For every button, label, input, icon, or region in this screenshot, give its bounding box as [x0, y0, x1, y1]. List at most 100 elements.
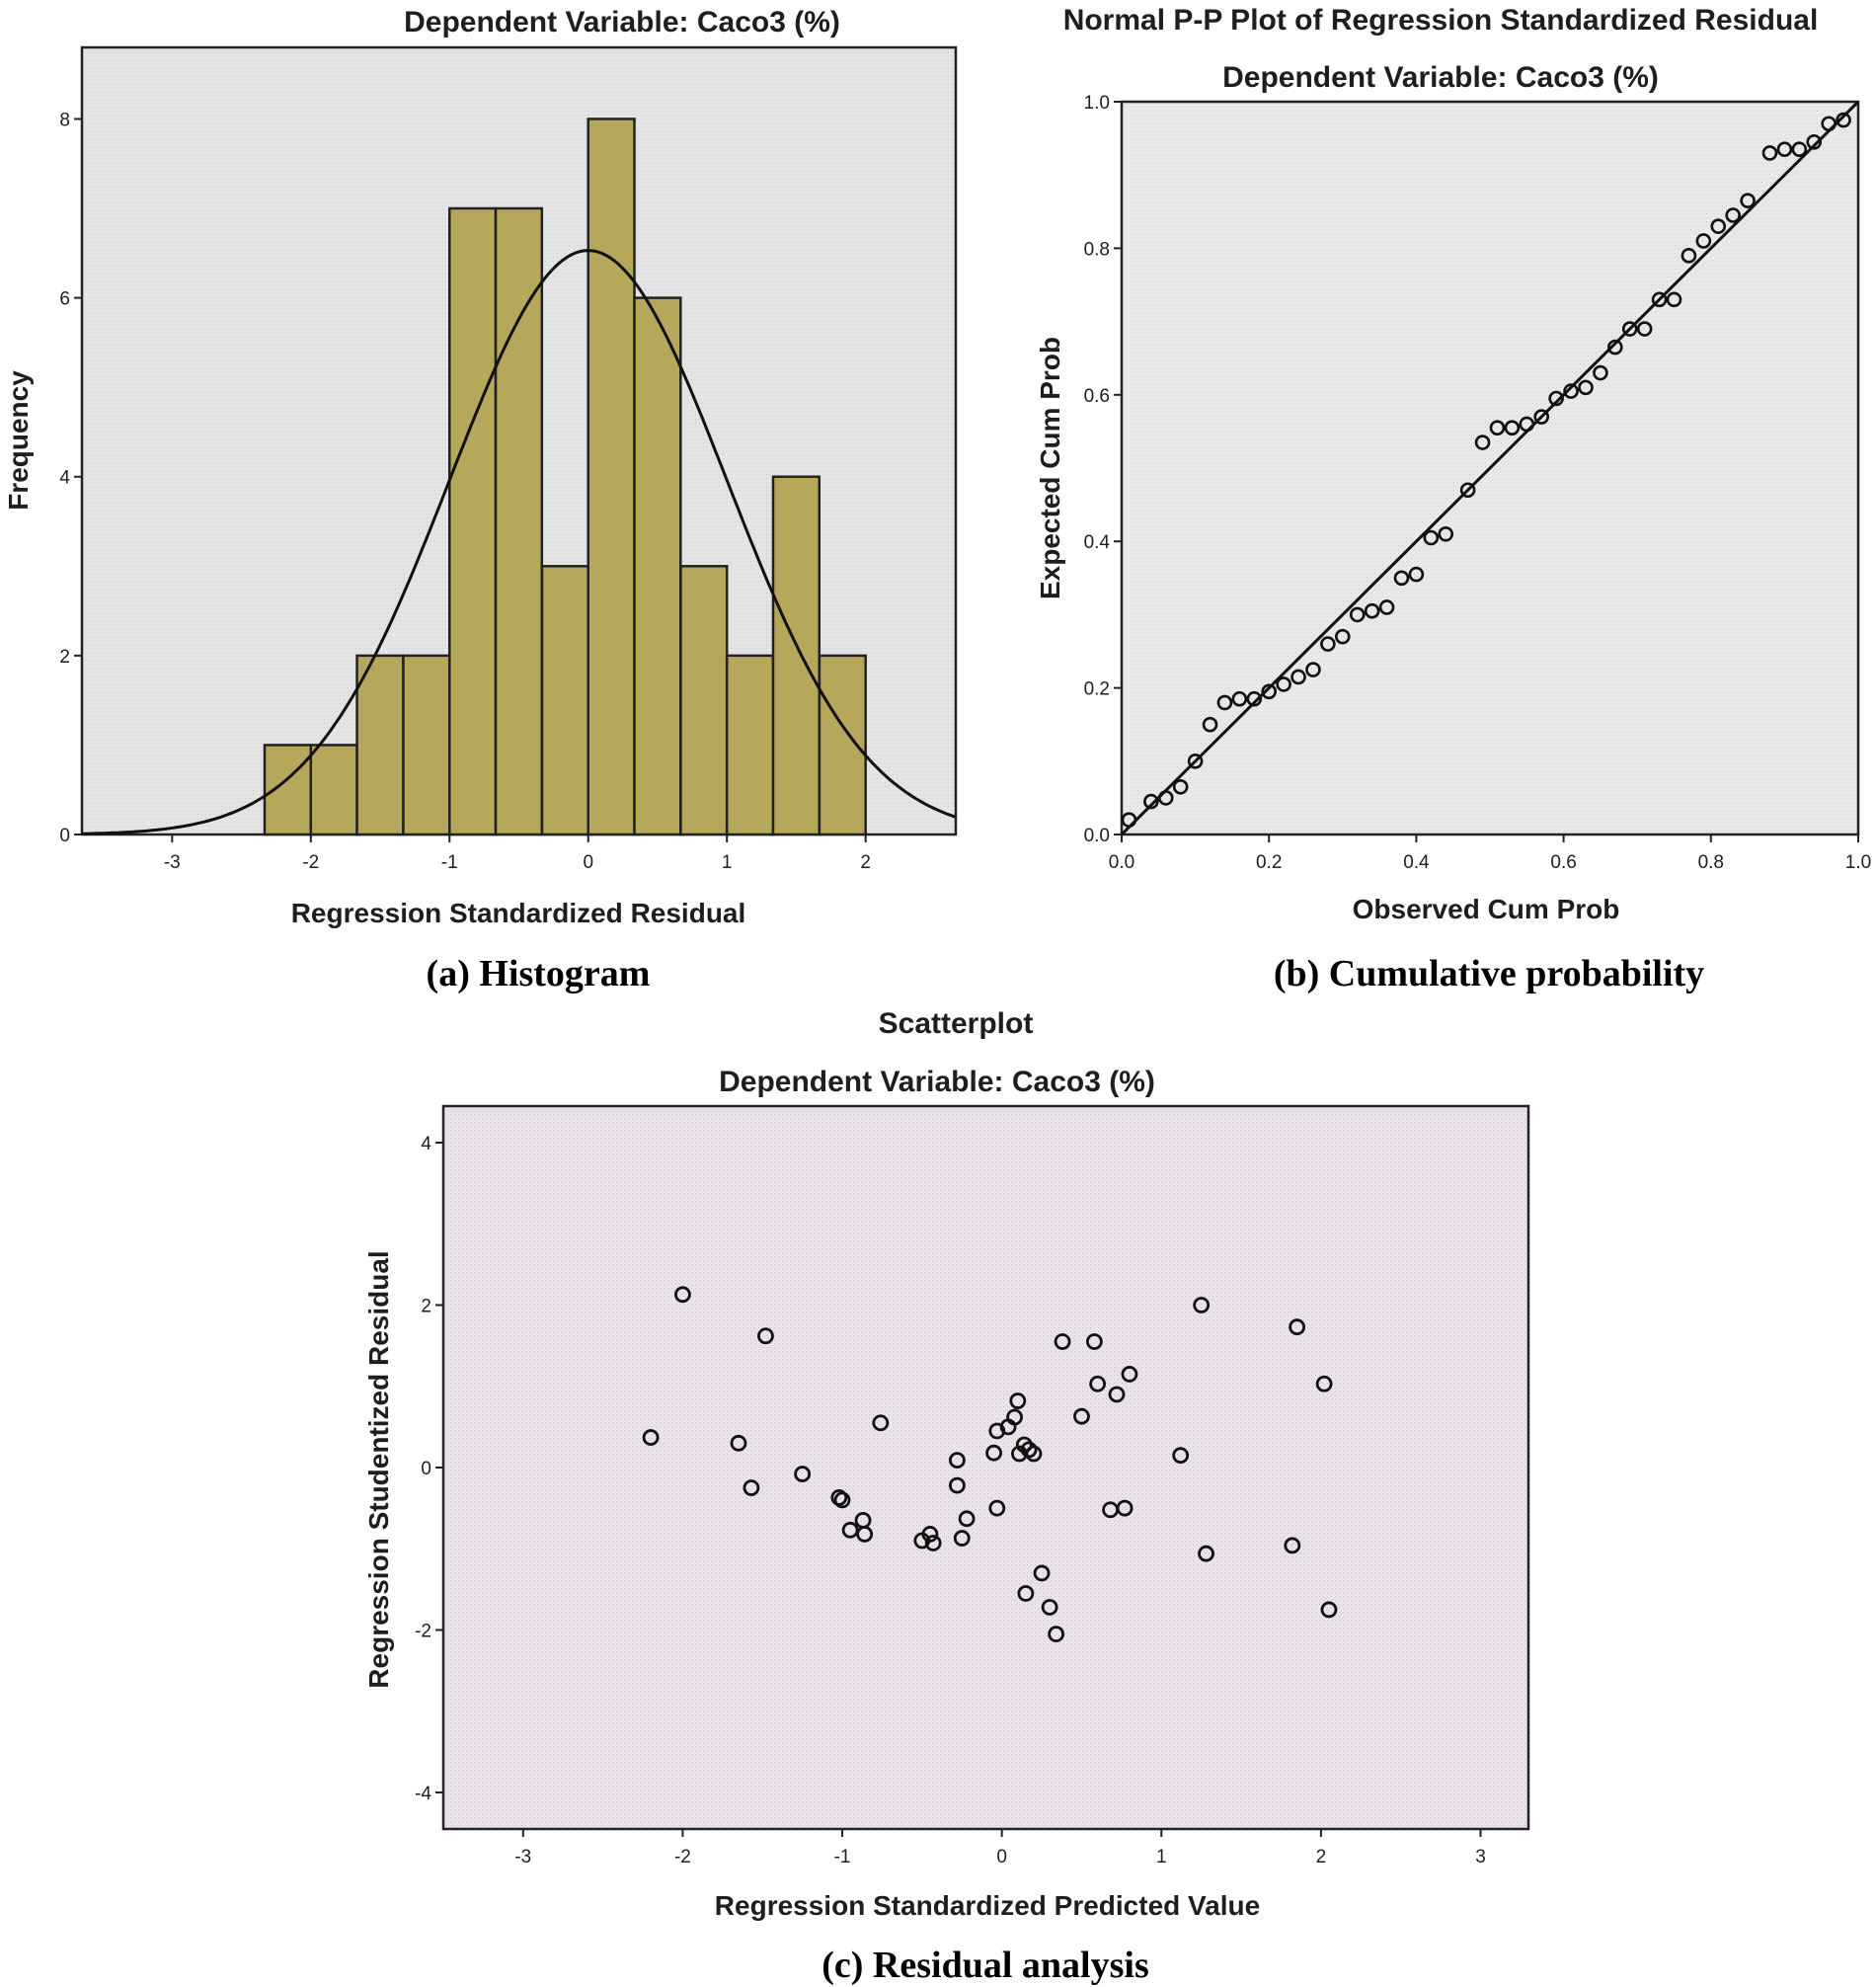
pp-point-1: [1143, 793, 1159, 810]
pp-point-46: [1821, 116, 1837, 132]
normal-curve: [82, 249, 957, 835]
pp-plot-title: Normal P-P Plot of Regression Standardiz…: [1063, 4, 1819, 37]
scatter-point-3: [743, 1479, 760, 1496]
scatter-point-23: [1006, 1408, 1023, 1426]
scatter-point-14: [924, 1535, 942, 1551]
scatter-point-47: [1320, 1601, 1338, 1619]
histogram-y-tick-label: 4: [59, 468, 70, 489]
pp-point-40: [1725, 207, 1741, 223]
pp-x-tick-label: 0.4: [1403, 852, 1430, 873]
scatter-x-tick-label: 1: [1156, 1847, 1167, 1868]
scatter-caption: (c) Residual analysis: [821, 1945, 1148, 1986]
scatter-point-5: [794, 1466, 812, 1482]
pp-x-tick-label: 1.0: [1845, 852, 1871, 873]
histogram-bar-1: [309, 744, 358, 836]
pp-x-axis-label: Observed Cum Prob: [1353, 894, 1620, 924]
scatter-point-17: [953, 1530, 971, 1547]
pp-point-34: [1636, 321, 1653, 337]
pp-point-30: [1578, 379, 1594, 396]
scatter-point-26: [1015, 1436, 1033, 1454]
pp-point-36: [1666, 291, 1682, 308]
scatter-title: Scatterplot: [879, 1007, 1034, 1040]
scatter-point-24: [1009, 1392, 1027, 1409]
scatter-point-42: [1193, 1297, 1211, 1313]
pp-point-42: [1761, 145, 1778, 161]
histogram-bar-4: [448, 206, 498, 836]
scatter-y-tick-label: -4: [415, 1784, 431, 1804]
scatter-point-32: [1048, 1626, 1065, 1643]
histogram-x-tick-label: 0: [583, 852, 593, 873]
histogram-bar-6: [540, 565, 589, 836]
pp-point-43: [1776, 141, 1793, 158]
histogram-y-tick-label: 6: [59, 289, 70, 310]
scatter-point-46: [1315, 1375, 1333, 1392]
scatter-point-33: [1054, 1333, 1071, 1350]
pp-reference-line: [1120, 100, 1860, 836]
pp-point-39: [1710, 218, 1727, 234]
histogram-y-tick-label: 8: [59, 110, 70, 130]
pp-y-tick-label: 0.6: [1084, 386, 1110, 407]
histogram-x-tick-label: -1: [441, 852, 458, 873]
pp-point-20: [1423, 529, 1440, 546]
scatter-point-11: [872, 1414, 890, 1432]
pp-point-31: [1593, 364, 1608, 381]
pp-point-4: [1187, 753, 1204, 769]
pp-y-tick-label: 0.2: [1084, 679, 1110, 700]
pp-point-18: [1393, 570, 1410, 587]
scatter-point-10: [856, 1526, 874, 1543]
scatter-x-tick-label: 3: [1475, 1847, 1486, 1868]
histogram-x-tick-label: 2: [860, 852, 871, 873]
pp-x-tick-label: 0.2: [1256, 852, 1282, 873]
scatter-point-18: [958, 1510, 976, 1528]
pp-plot-subtitle: Dependent Variable: Caco3 (%): [1222, 61, 1659, 94]
pp-y-tick-label: 0.0: [1084, 826, 1110, 846]
histogram-bar-7: [586, 118, 636, 836]
scatter-point-6: [830, 1489, 848, 1506]
histogram-bar-2: [355, 654, 405, 836]
histogram-caption: (a) Histogram: [427, 953, 651, 994]
scatter-x-tick-label: -3: [514, 1847, 531, 1868]
scatter-point-15: [949, 1452, 966, 1469]
pp-point-28: [1548, 390, 1564, 407]
pp-point-33: [1621, 321, 1638, 337]
pp-point-44: [1791, 141, 1808, 158]
scatter-y-axis-label: Regression Studentized Residual: [363, 1250, 394, 1688]
pp-y-tick-label: 0.8: [1084, 239, 1110, 260]
scatter-panel: Scatterplot Dependent Variable: Caco3 (%…: [363, 1007, 1530, 1986]
pp-point-19: [1408, 566, 1425, 583]
pp-point-24: [1489, 420, 1506, 436]
pp-point-38: [1695, 233, 1712, 249]
pp-x-tick-label: 0.8: [1698, 852, 1724, 873]
pp-point-41: [1740, 193, 1756, 208]
scatter-y-tick-label: 2: [421, 1297, 431, 1317]
scatter-point-21: [988, 1499, 1006, 1517]
scatter-point-1: [674, 1286, 691, 1304]
scatter-point-4: [757, 1327, 774, 1345]
scatter-point-13: [921, 1526, 939, 1543]
histogram-bar-10: [725, 654, 775, 836]
pp-x-tick-label: 0.0: [1109, 852, 1134, 873]
scatter-point-40: [1121, 1366, 1138, 1383]
pp-point-25: [1504, 420, 1521, 436]
scatter-point-0: [642, 1429, 660, 1446]
pp-plot-panel: Normal P-P Plot of Regression Standardiz…: [1035, 4, 1871, 994]
scatter-point-43: [1198, 1545, 1214, 1562]
scatter-x-tick-label: 2: [1316, 1847, 1327, 1868]
histogram-x-tick-label: 1: [722, 852, 733, 873]
pp-point-29: [1563, 383, 1579, 399]
scatter-point-38: [1108, 1386, 1126, 1403]
pp-point-12: [1305, 662, 1321, 677]
pp-point-11: [1290, 669, 1306, 685]
pp-point-2: [1157, 790, 1174, 806]
scatter-point-41: [1172, 1447, 1190, 1465]
scatter-point-27: [1017, 1585, 1035, 1602]
pp-point-7: [1231, 690, 1248, 707]
pp-point-23: [1474, 435, 1491, 450]
scatter-point-19: [985, 1444, 1002, 1462]
pp-point-0: [1121, 812, 1137, 828]
scatter-subtitle: Dependent Variable: Caco3 (%): [719, 1066, 1155, 1098]
scatter-y-tick-label: -2: [415, 1621, 431, 1641]
pp-point-47: [1836, 112, 1851, 128]
pp-point-9: [1261, 683, 1277, 700]
histogram-bar-3: [402, 654, 451, 836]
